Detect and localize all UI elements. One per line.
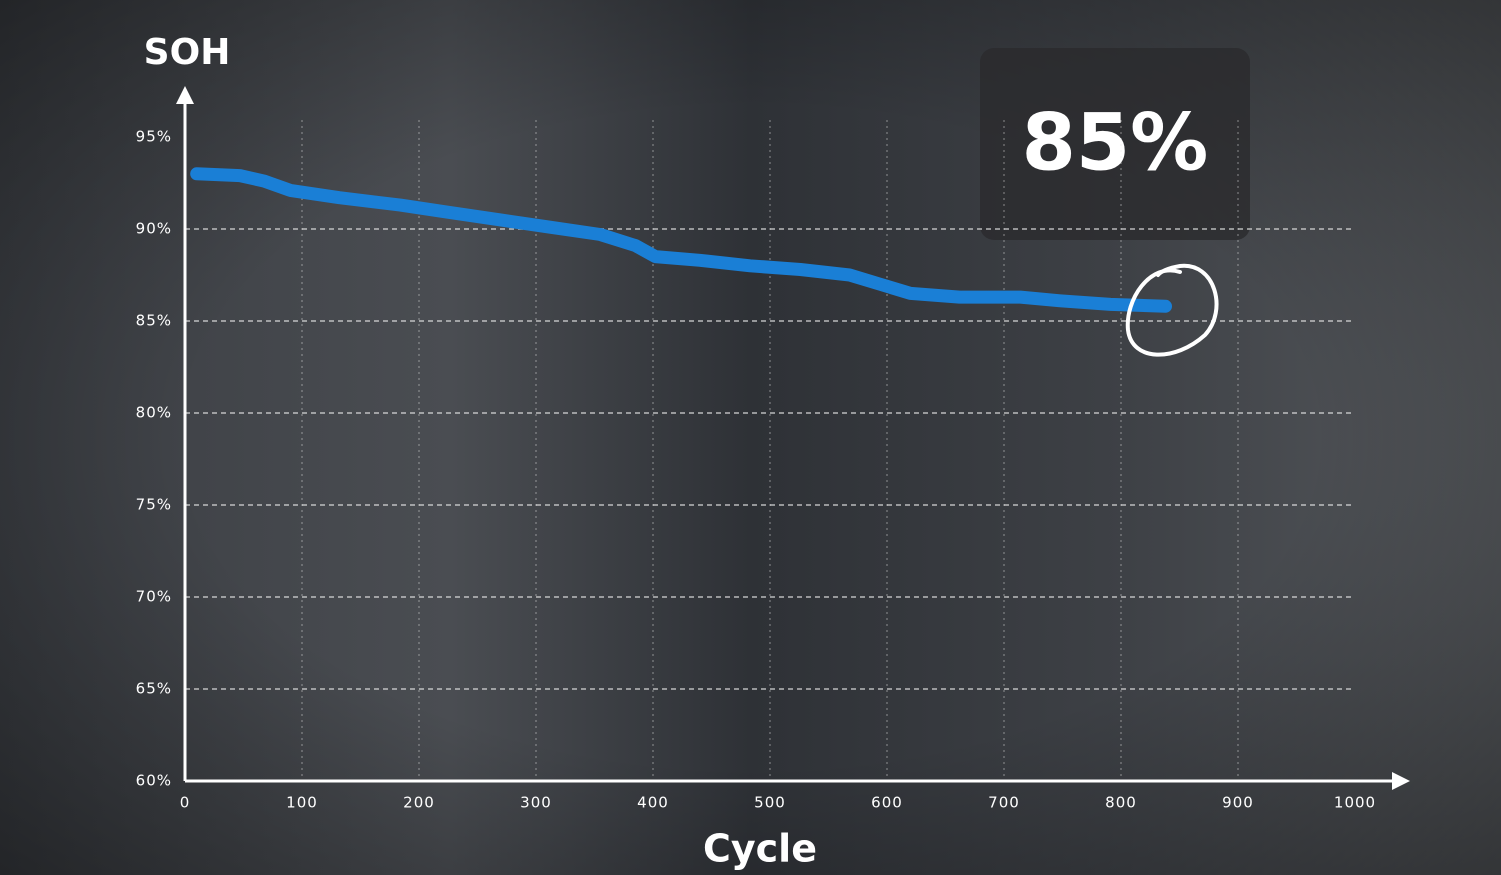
y-axis-title: SOH xyxy=(144,32,231,73)
highlight-circle xyxy=(1125,263,1219,357)
x-axis-arrow xyxy=(1392,772,1410,790)
x-tick-label: 500 xyxy=(754,794,786,812)
y-tick-label: 70% xyxy=(136,588,172,606)
x-tick-label: 1000 xyxy=(1334,794,1376,812)
annotation-box xyxy=(980,48,1250,240)
x-tick-label: 600 xyxy=(871,794,903,812)
x-tick-label: 200 xyxy=(403,794,435,812)
x-tick-label: 900 xyxy=(1222,794,1254,812)
annotation: 85% xyxy=(1022,98,1209,188)
plot xyxy=(190,167,1172,313)
y-tick-label: 60% xyxy=(136,772,172,790)
x-axis-title: Cycle xyxy=(703,827,817,871)
y-tick-label: 80% xyxy=(136,404,172,422)
y-tick-label: 65% xyxy=(136,680,172,698)
x-tick-label: 800 xyxy=(1105,794,1137,812)
grid xyxy=(185,120,1355,781)
y-axis-arrow xyxy=(176,86,194,104)
data-line xyxy=(190,167,1172,313)
x-tick-label: 400 xyxy=(637,794,669,812)
y-tick-label: 90% xyxy=(136,220,172,238)
x-tick-label: 700 xyxy=(988,794,1020,812)
x-tick-label: 100 xyxy=(286,794,318,812)
y-tick-label: 95% xyxy=(136,128,172,146)
y-tick-label: 75% xyxy=(136,496,172,514)
x-tick-label: 0 xyxy=(180,794,191,812)
y-tick-label: 85% xyxy=(136,312,172,330)
x-tick-label: 300 xyxy=(520,794,552,812)
